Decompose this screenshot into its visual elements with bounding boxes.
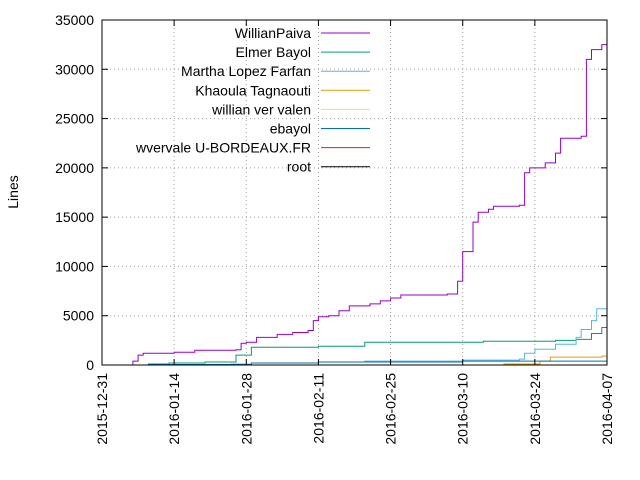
- y-tick-label: 35000: [55, 12, 94, 28]
- legend-item: root: [287, 159, 370, 175]
- legend-item: Martha Lopez Farfan: [181, 63, 370, 79]
- plot-border: [101, 19, 608, 366]
- legend-item: Elmer Bayol: [236, 44, 370, 60]
- series-line-1: [132, 324, 608, 366]
- legend-label: Martha Lopez Farfan: [181, 63, 311, 79]
- legend-label: Elmer Bayol: [236, 44, 311, 60]
- x-tick-label: 2016-04-07: [599, 373, 615, 445]
- legend-label: WillianPaiva: [235, 25, 311, 41]
- y-tick-label: 15000: [55, 209, 94, 225]
- x-tick-label: 2015-12-31: [94, 373, 110, 445]
- legend-label: Khaoula Tagnaouti: [195, 82, 311, 98]
- x-axis: 2015-12-31 2016-01-14 2016-01-28 2016-02-11…: [94, 20, 615, 445]
- y-tick-label: 25000: [55, 111, 94, 127]
- legend-item: Khaoula Tagnaouti: [195, 82, 370, 98]
- series-line-0: [132, 40, 608, 365]
- y-tick-label: 10000: [55, 258, 94, 274]
- legend-label: ebayol: [270, 121, 311, 137]
- legend-item: wvervale U-BORDEAUX.FR: [135, 140, 370, 156]
- series-line-2: [266, 307, 608, 366]
- x-tick-label: 2016-03-24: [527, 373, 543, 445]
- legend-item: ebayol: [270, 121, 370, 137]
- legend-label: willian ver valen: [211, 101, 311, 117]
- series-line-3: [132, 355, 608, 366]
- x-tick-label: 2016-02-11: [310, 373, 326, 444]
- y-axis: 0 5000 10000 15000 20000 25000 30000 35000: [55, 12, 607, 373]
- grid-lines: [102, 20, 607, 365]
- legend-label: root: [287, 159, 311, 175]
- y-tick-label: 5000: [63, 308, 94, 324]
- y-axis-title: Lines: [5, 175, 21, 208]
- y-tick-label: 20000: [55, 160, 94, 176]
- y-tick-label: 30000: [55, 61, 94, 77]
- legend-label: wvervale U-BORDEAUX.FR: [135, 140, 311, 156]
- legend-item: willian ver valen: [211, 101, 370, 117]
- x-tick-label: 2016-01-14: [166, 373, 182, 445]
- legend-item: WillianPaiva: [235, 25, 370, 41]
- x-tick-label: 2016-01-28: [238, 373, 254, 445]
- y-tick-label: 0: [86, 357, 94, 373]
- x-tick-label: 2016-02-25: [383, 373, 399, 445]
- legend: WillianPaiva Elmer Bayol Martha Lopez Farf…: [135, 25, 370, 175]
- x-tick-label: 2016-03-10: [455, 373, 471, 445]
